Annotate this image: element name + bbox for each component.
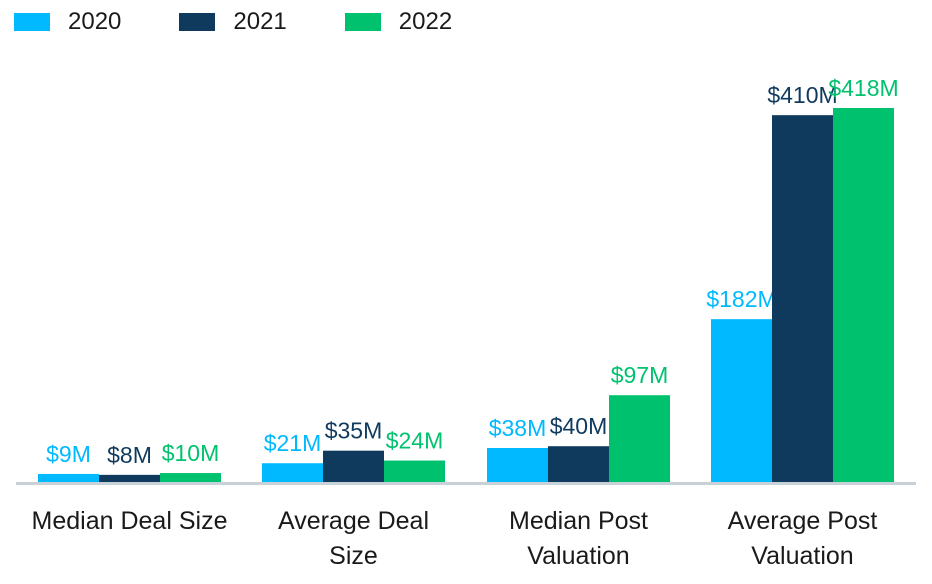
category-label-0-0: Median Deal Size — [32, 507, 228, 535]
category-label-3-0: Average Post — [728, 507, 878, 535]
bar-2022-1 — [384, 460, 445, 482]
legend-item-2021: 2021 — [179, 8, 287, 36]
bar-2020-2 — [487, 448, 548, 482]
data-label-2021-0: $8M — [107, 442, 152, 468]
bar-2022-2 — [609, 395, 670, 482]
data-label-2020-1: $21M — [264, 430, 322, 456]
data-label-2020-3: $182M — [706, 286, 776, 312]
bar-2020-3 — [711, 319, 772, 482]
category-label-1-0: Average Deal — [278, 507, 429, 535]
bar-2022-3 — [833, 108, 894, 482]
category-label-1-1: Size — [329, 542, 378, 570]
category-label-2-0: Median Post — [509, 507, 648, 535]
bar-2021-3 — [772, 115, 833, 482]
bar-2021-1 — [323, 450, 384, 482]
data-label-2021-3: $410M — [767, 82, 837, 108]
data-label-2022-2: $97M — [611, 362, 669, 388]
data-label-2022-0: $10M — [162, 440, 220, 466]
bar-2022-0 — [160, 473, 221, 482]
legend-swatch-2022 — [344, 13, 381, 31]
bar-2020-0 — [38, 473, 99, 482]
data-label-2021-1: $35M — [325, 418, 383, 444]
legend-label-2021: 2021 — [233, 8, 287, 35]
bar-2021-2 — [548, 446, 609, 482]
legend-swatch-2020 — [14, 13, 50, 31]
legend: 2020 2021 2022 — [14, 8, 510, 36]
category-label-2-1: Valuation — [527, 542, 629, 570]
legend-swatch-2021 — [179, 13, 216, 31]
data-label-2021-2: $40M — [550, 413, 608, 439]
data-label-2020-0: $9M — [46, 441, 91, 467]
bar-2021-0 — [99, 474, 160, 482]
data-label-2020-2: $38M — [489, 415, 547, 441]
legend-item-2020: 2020 — [14, 8, 121, 36]
category-label-3-1: Valuation — [751, 542, 853, 570]
bar-2020-1 — [262, 463, 323, 482]
legend-item-2022: 2022 — [344, 8, 453, 36]
legend-label-2020: 2020 — [68, 8, 122, 35]
legend-label-2022: 2022 — [398, 8, 453, 35]
data-label-2022-1: $24M — [386, 428, 444, 454]
data-label-2022-3: $418M — [828, 75, 898, 101]
